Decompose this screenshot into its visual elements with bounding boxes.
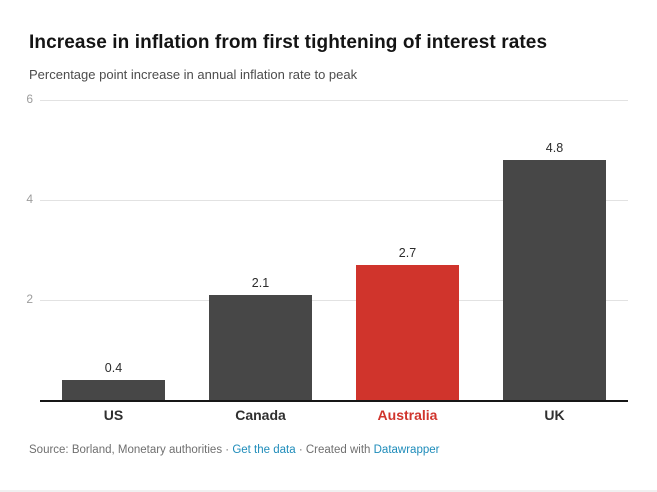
- y-tick-label: 6: [26, 92, 33, 106]
- y-tick-label: 4: [26, 192, 33, 206]
- plot-area: 2 4 6 0.4 US 2.1 Canada 2.7 Australia 4.8 UK: [26, 92, 628, 423]
- chart-subtitle: Percentage point increase in annual infl…: [29, 67, 358, 82]
- created-with-text: Created with: [305, 444, 371, 456]
- x-category-label-australia: Australia: [377, 407, 438, 423]
- value-label-us: 0.4: [104, 361, 123, 375]
- bar-us: [62, 380, 165, 400]
- source-label: Source:: [29, 444, 69, 456]
- footer-separator: ·: [225, 444, 230, 456]
- value-label-canada: 2.1: [251, 276, 270, 290]
- value-label-australia: 2.7: [398, 246, 417, 260]
- bar-uk: [503, 160, 606, 400]
- x-category-label-us: US: [103, 407, 124, 423]
- chart-title: Increase in inflation from first tighten…: [29, 32, 548, 53]
- bar-canada: [209, 295, 312, 400]
- y-gridline: [40, 300, 628, 301]
- x-category-label-uk: UK: [544, 407, 565, 423]
- get-the-data-link[interactable]: Get the data: [232, 444, 296, 456]
- value-label-uk: 4.8: [545, 141, 564, 155]
- footer: Source: Borland, Monetary authorities · …: [29, 443, 439, 457]
- y-gridline: [40, 100, 628, 101]
- y-tick-label: 2: [26, 292, 33, 306]
- footer-separator: ·: [298, 444, 303, 456]
- y-gridline: [40, 200, 628, 201]
- x-category-label-canada: Canada: [235, 407, 286, 423]
- bar-australia: [356, 265, 459, 400]
- x-axis-line: [40, 400, 628, 402]
- source-text: Borland, Monetary authorities: [71, 444, 223, 456]
- datawrapper-link[interactable]: Datawrapper: [373, 444, 440, 456]
